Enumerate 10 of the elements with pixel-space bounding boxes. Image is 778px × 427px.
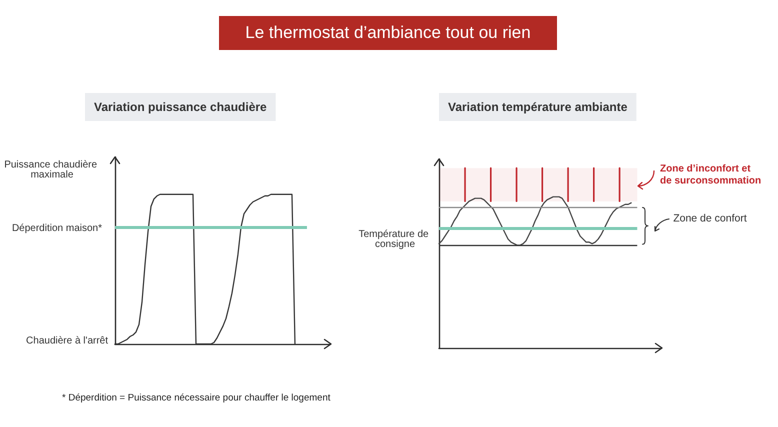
- text: Zone de confort: [673, 212, 747, 224]
- chart-subtitle: Variation puissance chaudière: [94, 100, 268, 114]
- band-label: Zone d’inconfort et de surconsommation: [660, 164, 762, 187]
- y-axis-title: Puissance chaudière maximale: [4, 160, 100, 180]
- text: Chaudière à l'arrêt: [26, 336, 108, 346]
- text: Le thermostat d’ambiance tout ou rien: [219, 16, 557, 50]
- chart-title: Variation température ambiante: [448, 100, 628, 114]
- ref-line-label: Déperdition maison*: [12, 222, 102, 234]
- ref-line-label: Température de consigne: [358, 229, 432, 250]
- text: * Déperdition = Puissance nécessaire pour chauffer le logement: [62, 392, 331, 404]
